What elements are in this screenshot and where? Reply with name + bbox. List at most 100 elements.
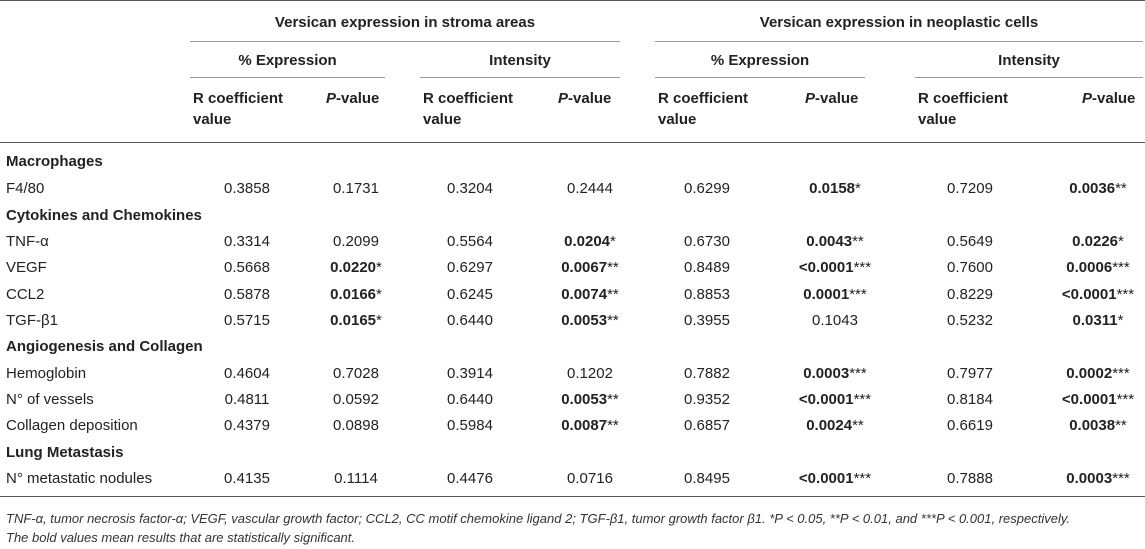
cell-value: 0.2099 [333,233,379,250]
table-cell: 0.8229 [925,284,1015,305]
significance-stars: ** [852,233,864,250]
significance-stars: * [1117,312,1124,329]
cell-value: 0.0165 [330,312,377,329]
cell-value: 0.4476 [447,470,493,487]
cell-value: 0.0311 [1072,312,1118,329]
group-header-neoplastic: Versican expression in neoplastic cells [759,14,1039,31]
cell-value: 0.4604 [224,365,270,382]
cell-value: 0.1043 [812,312,858,329]
cell-value: 0.5984 [447,417,493,434]
cell-value: 0.0003 [1066,470,1113,487]
cell-value: 0.6299 [684,180,730,197]
cell-value: 0.0087 [561,417,608,434]
significance-stars: * [376,312,382,329]
cell-value: <0.0001 [798,391,854,408]
table-cell: 0.0592 [311,389,401,410]
table-cell: 0.8489 [662,257,752,278]
cell-value: <0.0001 [1061,391,1117,408]
significance-stars: ** [607,312,619,329]
table-cell: 0.4604 [202,363,292,384]
cell-value: 0.0592 [333,391,379,408]
cell-value: 0.5232 [947,312,993,329]
measure-header-intensity: Intensity [489,52,551,69]
cell-value: 0.7028 [333,365,379,382]
cell-value: 0.8184 [947,391,993,408]
row-label: TGF-β1 [6,312,58,329]
row-label: VEGF [6,259,47,276]
table-cell: 0.6857 [662,415,752,436]
cell-value: 0.8853 [684,286,730,303]
table-cell: 0.6297 [425,257,515,278]
cell-value: 0.7600 [947,259,993,276]
table-cell: 0.6440 [425,389,515,410]
cell-value: 0.0074 [561,286,608,303]
measure-header-expression: % Expression [710,52,810,69]
table-cell: 0.6245 [425,284,515,305]
cell-value: 0.4379 [224,417,270,434]
table-cell: 0.0158* [790,178,880,199]
table-cell: 0.7977 [925,363,1015,384]
p-value-header: P-value [326,90,380,107]
table-cell: 0.8184 [925,389,1015,410]
measure-rule [915,77,1143,78]
row-label: Collagen deposition [6,417,138,434]
cell-value: 0.0204 [564,233,611,250]
section-heading: Angiogenesis and Collagen [6,338,203,355]
cell-value: 0.5649 [947,233,993,250]
table-cell: 0.0024** [790,415,880,436]
cell-value: 0.0053 [561,391,608,408]
measure-header-expression: % Expression [238,52,337,69]
table-cell: 0.0001*** [790,284,880,305]
cell-value: <0.0001 [1061,286,1117,303]
table-cell: 0.0166* [311,284,401,305]
cell-value: 0.6245 [447,286,493,303]
cell-value: <0.0001 [798,259,854,276]
table-cell: 0.5715 [202,310,292,331]
cell-value: 0.6440 [447,391,493,408]
table-cell: 0.0204* [545,231,635,252]
cell-value: 0.8495 [684,470,730,487]
measure-header-intensity: Intensity [998,52,1060,69]
table-cell: 0.1114 [311,468,401,489]
cell-value: 0.0002 [1066,365,1113,382]
group-rule-neoplastic [655,41,1143,42]
r-coefficient-header: R coefficient value [193,90,284,128]
table-cell: 0.0226* [1053,231,1143,252]
significance-stars: * [855,180,861,197]
p-value-header: P-value [1082,90,1136,107]
table-cell: 0.0716 [545,468,635,489]
table-cell: 0.0898 [311,415,401,436]
cell-value: 0.6297 [447,259,493,276]
row-label: N° metastatic nodules [6,470,153,487]
measure-rule [655,77,865,78]
cell-value: 0.0716 [567,470,613,487]
cell-value: 0.4135 [224,470,270,487]
table-cell: 0.7028 [311,363,401,384]
significance-stars: ** [1115,417,1127,434]
cell-value: 0.5715 [224,312,270,329]
cell-value: 0.3914 [447,365,493,382]
table-cell: 0.0002*** [1053,363,1143,384]
cell-value: 0.5878 [224,286,270,303]
table-cell: 0.7600 [925,257,1015,278]
table-cell: 0.7882 [662,363,752,384]
significance-stars: ** [852,417,864,434]
table-cell: 0.0053** [545,389,635,410]
cell-value: 0.0036 [1069,180,1116,197]
table-cell: 0.2099 [311,231,401,252]
significance-stars: *** [853,391,872,408]
table-cell: 0.8853 [662,284,752,305]
cell-value: 0.0001 [803,286,850,303]
cell-value: 0.0158 [809,180,856,197]
significance-stars: *** [853,470,872,487]
cell-value: 0.6730 [684,233,730,250]
table-cell: 0.6619 [925,415,1015,436]
table-cell: 0.0311* [1053,310,1143,331]
p-value-header: P-value [805,90,859,107]
table-cell: 0.0165* [311,310,401,331]
table-cell: 0.0053** [545,310,635,331]
table-cell: 0.0003*** [1053,468,1143,489]
significance-stars: * [610,233,616,250]
table-cell: <0.0001*** [790,468,880,489]
table-cell: <0.0001*** [1053,389,1143,410]
